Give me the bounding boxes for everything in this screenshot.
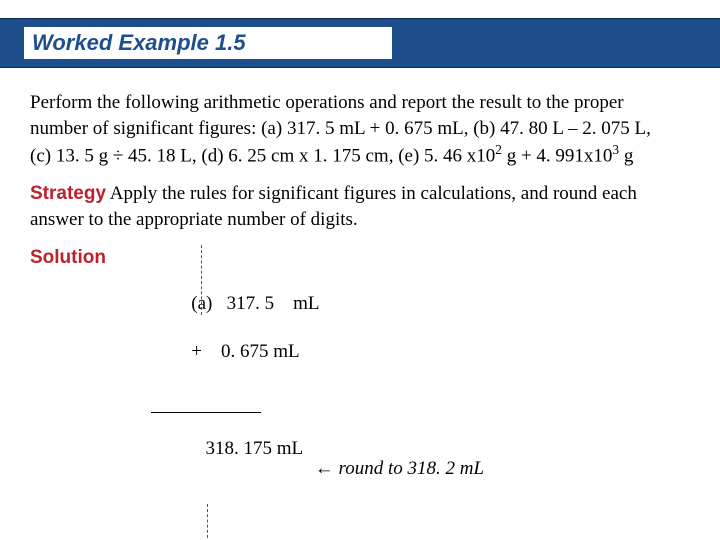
problem-line-3a: (c) 13. 5 g ÷ 45. 18 L, (d) 6. 25 cm x 1… [30,146,495,167]
calc-a-column: (a) 317. 5 mL + 0. 675 mL 318. 175 mL [125,245,285,485]
strategy-block: Strategy Apply the rules for significant… [30,181,690,232]
calc-b-column: (b) 47. 80 L - 2. 075 L 45. 725 L [125,504,285,540]
strategy-text-a: Apply the rules for significant figures … [106,183,637,204]
round-note-a: ← round to 318. 2 mL [315,456,484,484]
calc-part-a: (a) 317. 5 mL + 0. 675 mL 318. 175 mL ← … [125,245,484,485]
calc-a-row3: 318. 175 mL [191,438,303,459]
strategy-text-b: answer to the appropriate number of digi… [30,209,358,230]
slide: Worked Example 1.5 Perform the following… [0,0,720,540]
header-bar: Worked Example 1.5 [0,18,720,68]
problem-line-3b: g + 4. 991x10 [502,146,612,167]
calc-a-tag: (a) [191,293,212,314]
slide-title: Worked Example 1.5 [32,30,246,56]
solution-block: Solution (a) 317. 5 mL + 0. 675 mL 318. … [30,245,690,540]
calc-part-b: (b) 47. 80 L - 2. 075 L 45. 725 L ← roun… [125,504,484,540]
solution-label: Solution [30,245,120,271]
problem-statement: Perform the following arithmetic operati… [30,90,690,169]
calc-a-row1: 317. 5 mL [212,293,319,314]
calc-a-row2: + 0. 675 mL [191,341,299,362]
strategy-label: Strategy [30,183,106,204]
sigfig-guide-b [207,504,208,540]
header-inner: Worked Example 1.5 [24,27,392,59]
sigfig-guide-a [201,245,202,315]
content-area: Perform the following arithmetic operati… [30,90,690,540]
work-area: (a) 317. 5 mL + 0. 675 mL 318. 175 mL ← … [125,245,484,540]
problem-exp-1: 2 [495,142,502,157]
problem-line-1: Perform the following arithmetic operati… [30,92,624,113]
sum-line-a [151,412,261,413]
problem-line-2: number of significant figures: (a) 317. … [30,118,651,139]
problem-line-3c: g [619,146,633,167]
